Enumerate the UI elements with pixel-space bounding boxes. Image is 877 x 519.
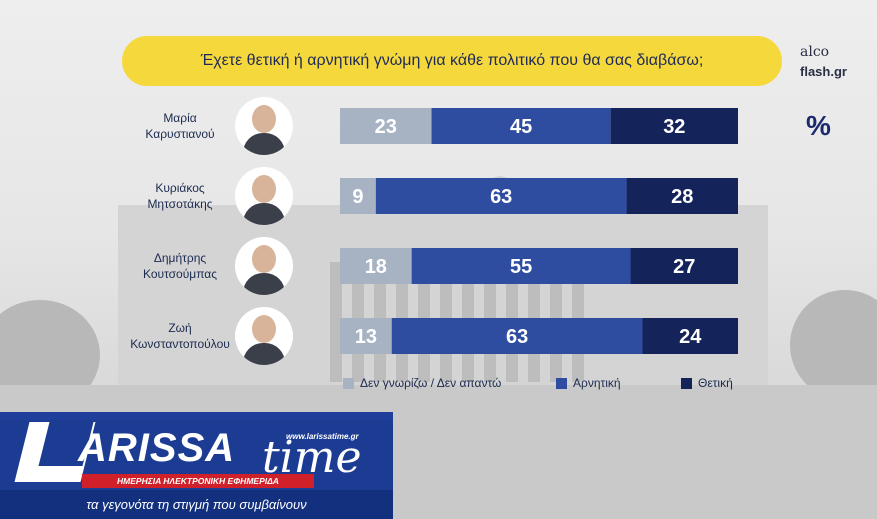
legend-swatch (556, 378, 567, 389)
row-label-line: Δημήτρης (153, 251, 207, 265)
row-label-line: Κωνσταντοπούλου (130, 337, 230, 351)
bar-segment (610, 108, 738, 144)
politician-avatar (235, 307, 293, 365)
bar-value-label: 18 (365, 256, 387, 278)
bar-value-label: 9 (352, 186, 363, 208)
tree-right (790, 290, 877, 400)
source-logo-line1: alco (800, 44, 830, 60)
row-label-line: Μητσοτάκης (147, 197, 213, 211)
bar-value-label: 55 (510, 256, 532, 278)
bar-segment (340, 318, 392, 354)
avatar-body (243, 273, 285, 295)
row-label-line: Κυριάκος (155, 181, 205, 195)
bar-value-label: 27 (673, 256, 695, 278)
bar-value-label: 24 (679, 326, 702, 348)
legend-label: Αρνητική (573, 376, 621, 390)
bar-value-label: 63 (490, 186, 512, 208)
row-label: Δημήτρης Κουτσούμπας (115, 250, 245, 282)
bar-value-label: 45 (510, 116, 532, 138)
avatar-body (243, 203, 285, 225)
bar-segment (431, 108, 611, 144)
avatar-head (252, 105, 276, 133)
legend-label: Δεν γνωρίζω / Δεν απαντώ (360, 376, 502, 390)
bar-segment (642, 318, 738, 354)
legend-swatch (681, 378, 692, 389)
legend-swatch (343, 378, 354, 389)
row-label-line: Μαρία (163, 111, 197, 125)
row-label-line: Καρυστιανού (145, 127, 215, 141)
bar-value-label: 13 (355, 326, 377, 348)
brand-url: www.larissatime.gr (286, 432, 359, 441)
bar-segment (411, 248, 631, 284)
building-column (330, 262, 342, 382)
avatar-head (252, 315, 276, 343)
bar-segment (340, 108, 432, 144)
legend-label: Θετική (698, 376, 733, 390)
politician-avatar (235, 237, 293, 295)
avatar-body (243, 133, 285, 155)
bar-segment (391, 318, 643, 354)
bar-segment (626, 178, 738, 214)
bar-value-label: 28 (671, 186, 693, 208)
title-pill (122, 36, 782, 86)
watermark-band (0, 412, 393, 420)
row-label: Μαρία Καρυστιανού (115, 110, 245, 142)
chart-title: Έχετε θετική ή αρνητική γνώμη για κάθε π… (200, 52, 704, 69)
avatar-head (252, 175, 276, 203)
tagline-band (0, 490, 393, 519)
bar-segment (340, 178, 376, 214)
brand-subtitle: ΗΜΕΡΗΣΙΑ ΗΛΕΚΤΡΟΝΙΚΗ ΕΦΗΜΕΡΙΔΑ (117, 476, 279, 486)
unit-symbol: % (806, 110, 831, 141)
politician-avatar (235, 167, 293, 225)
brand-name: ARISSA (78, 426, 236, 470)
avatar-head (252, 245, 276, 273)
bar-segment (375, 178, 627, 214)
bar-segment (340, 248, 412, 284)
row-label: Ζωή Κωνσταντοπούλου (115, 320, 245, 352)
row-label-line: Ζωή (168, 321, 192, 335)
source-logo-line2: flash.gr (800, 64, 847, 79)
row-label: Κυριάκος Μητσοτάκης (115, 180, 245, 212)
avatar-body (243, 343, 285, 365)
brand-tagline: τα γεγονότα τη στιγμή που συμβαίνουν (86, 497, 307, 512)
row-label-line: Κουτσούμπας (142, 267, 218, 281)
brand-subtitle-bg (82, 474, 314, 488)
bar-value-label: 32 (663, 116, 685, 138)
politician-avatar (235, 97, 293, 155)
bar-value-label: 63 (506, 326, 528, 348)
bar-value-label: 23 (375, 116, 397, 138)
bar-segment (630, 248, 738, 284)
